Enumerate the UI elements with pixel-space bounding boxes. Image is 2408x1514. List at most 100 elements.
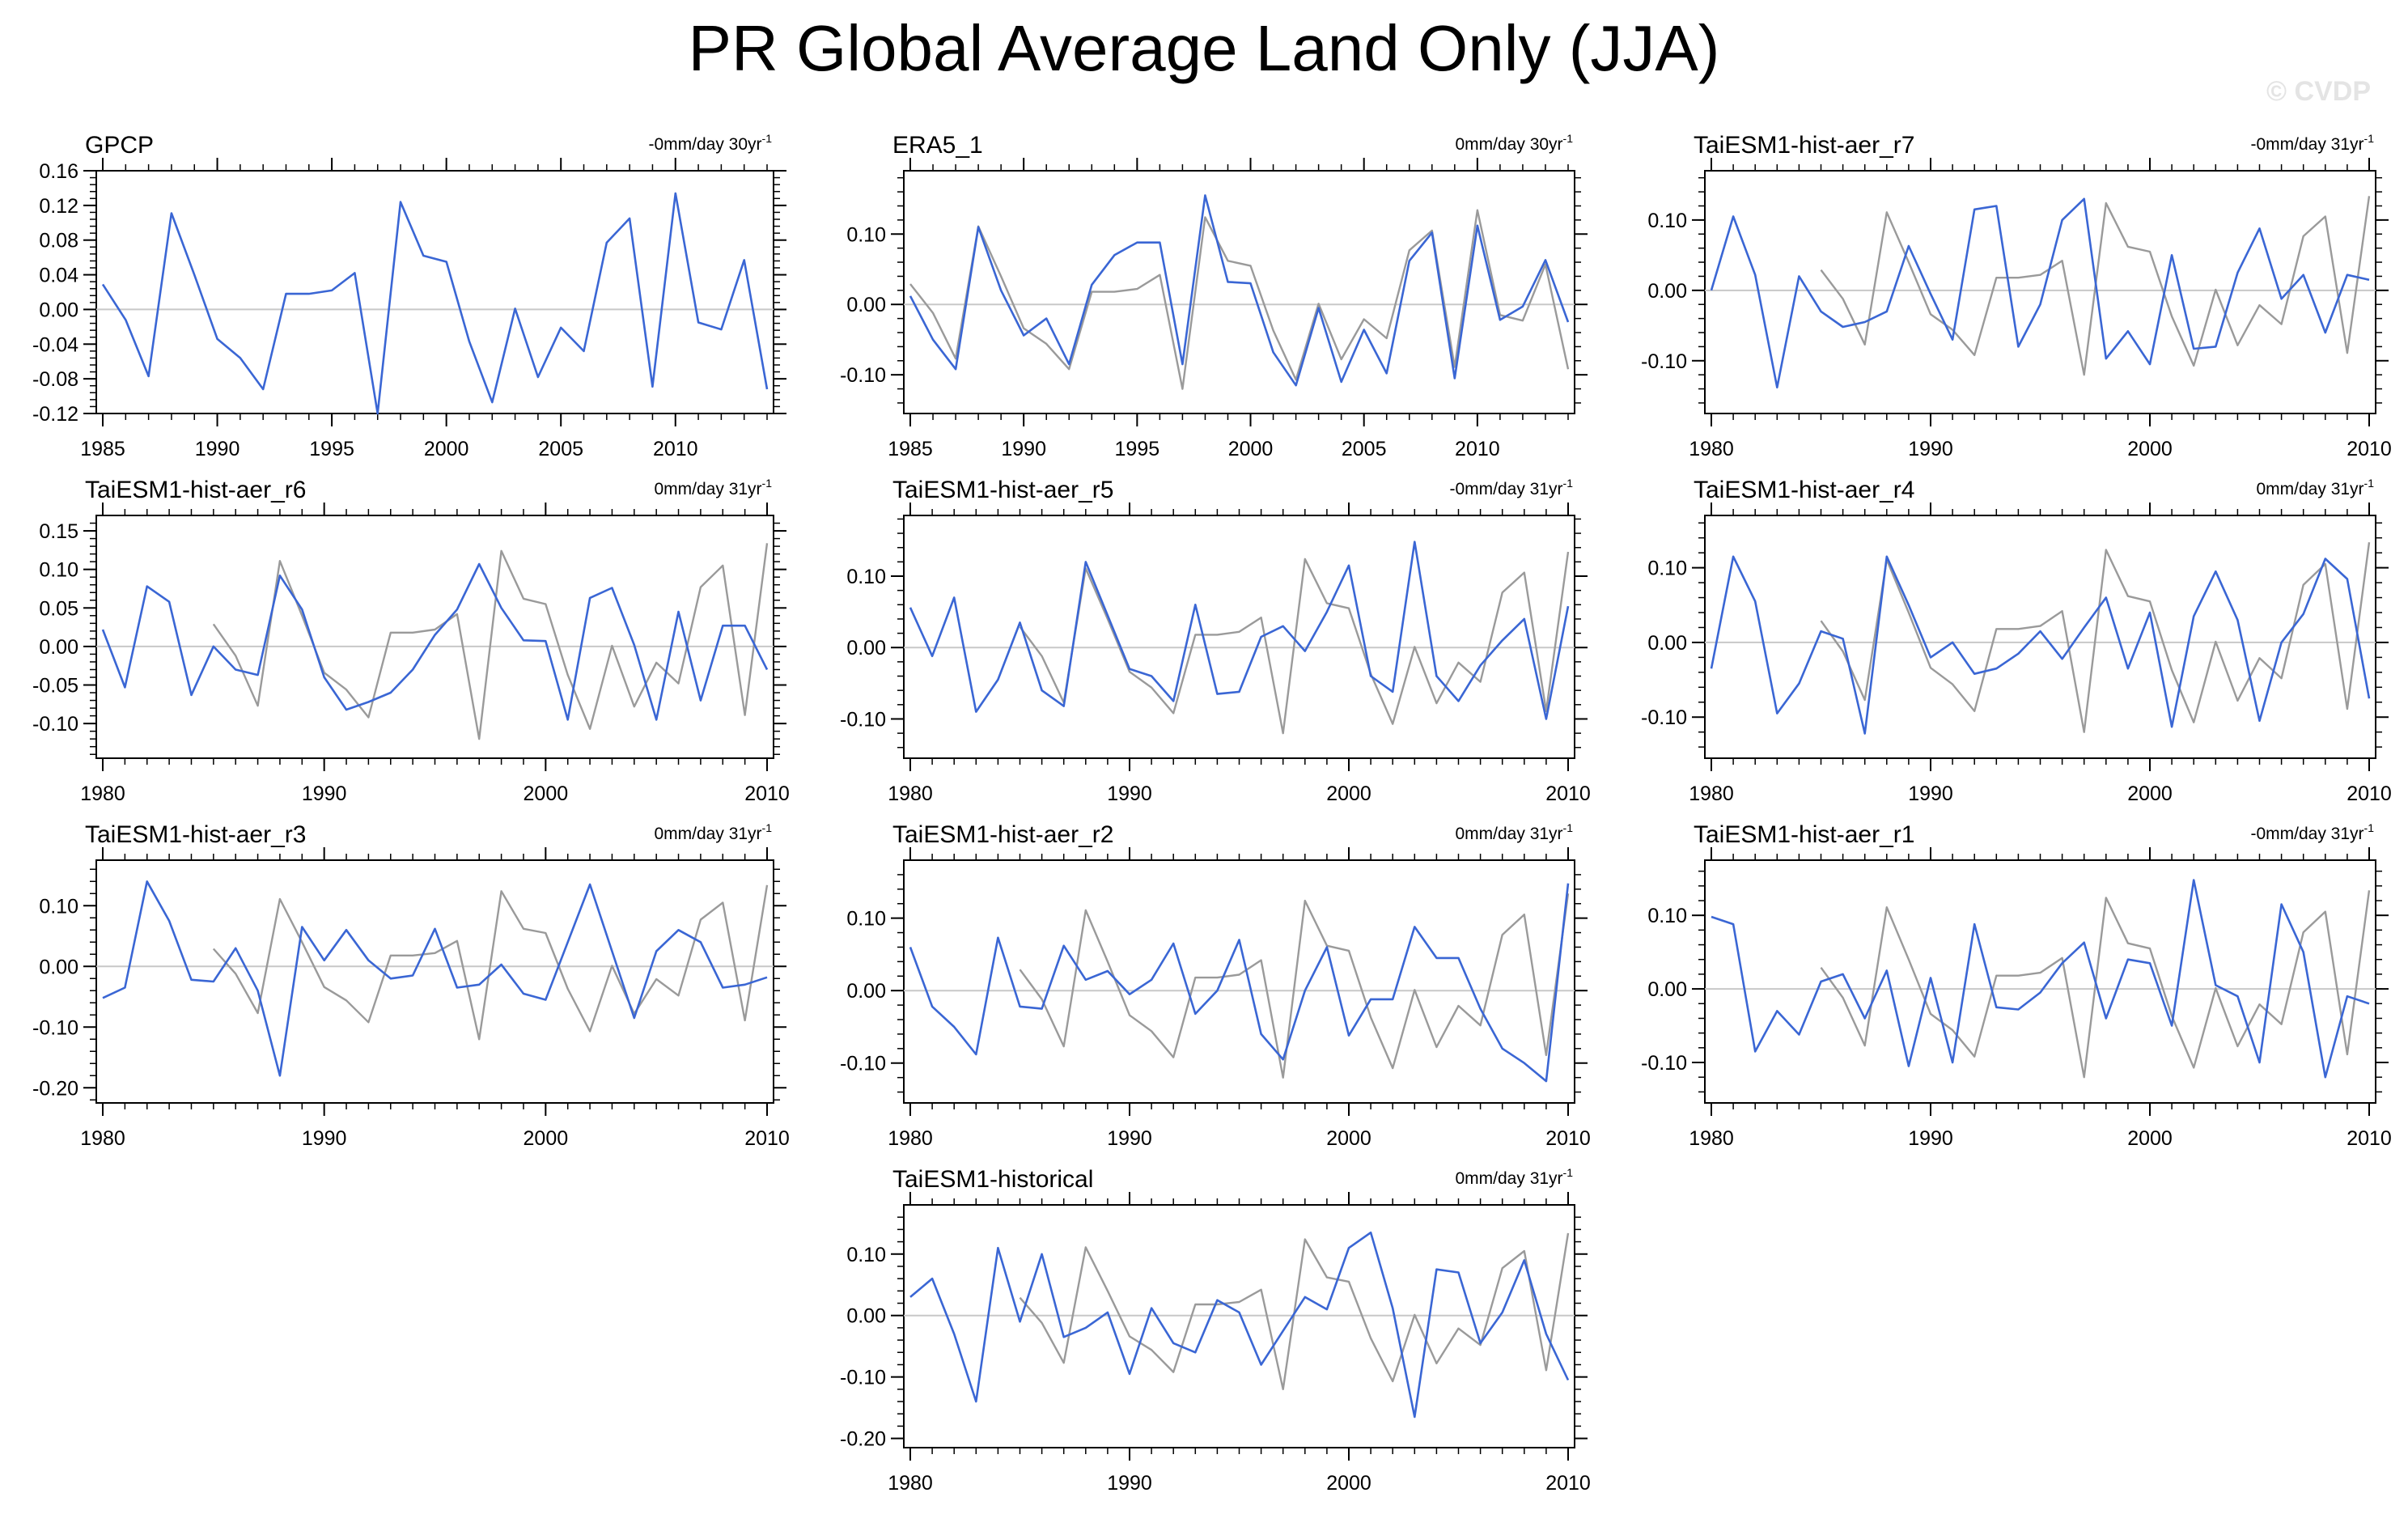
y-tick-label: -0.20 — [32, 1077, 78, 1100]
panel-title: TaiESM1-hist-aer_r5 — [892, 477, 1113, 503]
x-tick-label: 1980 — [80, 1127, 125, 1150]
x-tick-label: 1990 — [1107, 1472, 1152, 1495]
x-tick-label: 2010 — [2347, 438, 2392, 460]
x-tick-label: 1990 — [1001, 438, 1046, 460]
panel-TaiESM1-hist-aer_r7: -0.10 0.00 0.10 1980 1990 2000 2010 TaiESM1-his… — [1641, 132, 2392, 460]
y-tick-label: -0.04 — [32, 333, 78, 356]
trend-label: 0mm/day 31yr-1 — [2257, 477, 2375, 498]
panel-title: ERA5_1 — [892, 132, 983, 159]
y-tick-label: -0.10 — [840, 364, 886, 387]
y-tick-label: -0.20 — [840, 1428, 886, 1451]
series-line-TaiESM1-hist-aer_r4 — [1710, 555, 2371, 735]
x-tick-label: 2010 — [1455, 438, 1500, 460]
x-tick-label: 2000 — [524, 1127, 569, 1150]
x-tick-label: 2000 — [1326, 1472, 1371, 1495]
series-line-TaiESM1-hist-aer_r6 — [101, 562, 769, 721]
series-line-GPCP — [1019, 551, 1570, 735]
y-tick-label: -0.08 — [32, 368, 78, 391]
x-tick-label: 2010 — [744, 782, 790, 805]
panel-GPCP: -0.12 -0.08 -0.04 0.00 0.04 0.08 0.12 0.16 1985 1… — [32, 132, 786, 460]
y-tick-label: 0.00 — [39, 956, 78, 978]
trend-label: 0mm/day 31yr-1 — [655, 477, 773, 498]
y-tick-label: 0.10 — [1647, 905, 1687, 927]
series-line-TaiESM1-hist-aer_r2 — [909, 883, 1570, 1083]
trend-label: -0mm/day 31yr-1 — [1450, 477, 1574, 498]
panel-TaiESM1-hist-aer_r2: -0.10 0.00 0.10 1980 1990 2000 2010 TaiESM1-his… — [840, 821, 1591, 1150]
x-tick-label: 1980 — [888, 1472, 933, 1495]
x-tick-label: 1980 — [888, 782, 933, 805]
y-tick-label: -0.10 — [840, 1367, 886, 1389]
x-tick-label: 1980 — [80, 782, 125, 805]
plot-frame — [1704, 859, 2376, 1104]
y-tick-label: 0.10 — [1647, 558, 1687, 580]
plot-frame — [903, 170, 1575, 414]
x-tick-label: 2010 — [744, 1127, 790, 1150]
panel-TaiESM1-hist-aer_r1: -0.10 0.00 0.10 1980 1990 2000 2010 TaiESM1-his… — [1641, 821, 2392, 1150]
y-tick-label: 0.10 — [39, 895, 78, 918]
y-tick-label: 0.00 — [1647, 978, 1687, 1001]
panel-title: TaiESM1-hist-aer_r7 — [1694, 132, 1914, 159]
x-tick-label: 2010 — [1545, 1472, 1591, 1495]
x-tick-label: 2010 — [1545, 1127, 1591, 1150]
x-tick-label: 2000 — [2127, 438, 2173, 460]
y-tick-label: -0.10 — [1641, 706, 1687, 729]
panel-title: TaiESM1-hist-aer_r4 — [1694, 477, 1914, 503]
x-tick-label: 2000 — [424, 438, 469, 460]
x-tick-label: 1990 — [1107, 1127, 1152, 1150]
plot-frame — [903, 1204, 1575, 1448]
y-tick-label: -0.05 — [32, 675, 78, 698]
x-tick-label: 2010 — [2347, 1127, 2392, 1150]
x-tick-label: 1990 — [1908, 438, 1953, 460]
y-tick-label: 0.04 — [39, 265, 78, 287]
x-tick-label: 2010 — [2347, 782, 2392, 805]
series-line-TaiESM1-hist-aer_r1 — [1711, 879, 2370, 1079]
series-line-GPCP — [1019, 1232, 1570, 1391]
x-tick-label: 2000 — [1326, 1127, 1371, 1150]
plot-frame — [1704, 515, 2376, 759]
y-tick-label: -0.10 — [840, 1053, 886, 1075]
series-line-GPCP — [212, 884, 769, 1041]
y-tick-label: -0.10 — [1641, 350, 1687, 373]
trend-label: -0mm/day 31yr-1 — [2251, 821, 2375, 843]
y-tick-label: 0.12 — [39, 195, 78, 218]
y-tick-label: 0.00 — [1647, 280, 1687, 303]
y-tick-label: 0.00 — [39, 636, 78, 659]
x-tick-label: 2005 — [1342, 438, 1387, 460]
y-tick-label: 0.10 — [1647, 210, 1687, 232]
x-tick-label: 1990 — [195, 438, 240, 460]
x-tick-label: 1985 — [888, 438, 933, 460]
y-tick-label: -0.10 — [840, 708, 886, 731]
y-tick-label: 0.00 — [846, 637, 886, 659]
x-tick-label: 2010 — [653, 438, 698, 460]
y-tick-label: 0.10 — [846, 566, 886, 588]
watermark: © CVDP — [2266, 76, 2371, 107]
y-tick-label: 0.00 — [39, 299, 78, 321]
panel-TaiESM1-hist-aer_r3: -0.20 -0.10 0.00 0.10 1980 1990 2000 2010 TaiESM… — [32, 821, 790, 1150]
series-line-GPCP — [212, 543, 769, 740]
series-line-TaiESM1-hist-aer_r7 — [1710, 197, 2370, 389]
x-tick-label: 2000 — [1326, 782, 1371, 805]
y-tick-label: -0.10 — [32, 713, 78, 736]
panel-TaiESM1-hist-aer_r4: -0.10 0.00 0.10 1980 1990 2000 2010 TaiESM1-his… — [1641, 477, 2392, 805]
panel-ERA5_1: -0.10 0.00 0.10 1985 1990 1995 2000 2005 2010 ERA… — [840, 132, 1588, 460]
series-line-TaiESM1-historical — [909, 1231, 1570, 1419]
panel-title: GPCP — [85, 132, 154, 159]
x-tick-label: 1980 — [888, 1127, 933, 1150]
series-line-TaiESM1-hist-aer_r3 — [102, 880, 768, 1077]
x-tick-label: 2000 — [2127, 1127, 2173, 1150]
x-tick-label: 1980 — [1689, 1127, 1734, 1150]
x-tick-label: 1990 — [1908, 1127, 1953, 1150]
x-tick-label: 1990 — [302, 782, 347, 805]
y-tick-label: 0.00 — [846, 1305, 886, 1328]
y-tick-label: 0.05 — [39, 597, 78, 620]
y-tick-label: 0.10 — [846, 1244, 886, 1266]
y-tick-label: 0.00 — [846, 294, 886, 316]
trend-label: -0mm/day 30yr-1 — [649, 132, 773, 154]
panel-TaiESM1-historical: -0.20 -0.10 0.00 0.10 1980 1990 2000 2010 TaiESM… — [840, 1166, 1591, 1495]
x-tick-label: 2000 — [2127, 782, 2173, 805]
series-line-GPCP — [1820, 542, 2371, 733]
series-line-GPCP — [1820, 196, 2371, 376]
panel-title: TaiESM1-hist-aer_r2 — [892, 821, 1113, 848]
plot-frame — [95, 859, 774, 1104]
